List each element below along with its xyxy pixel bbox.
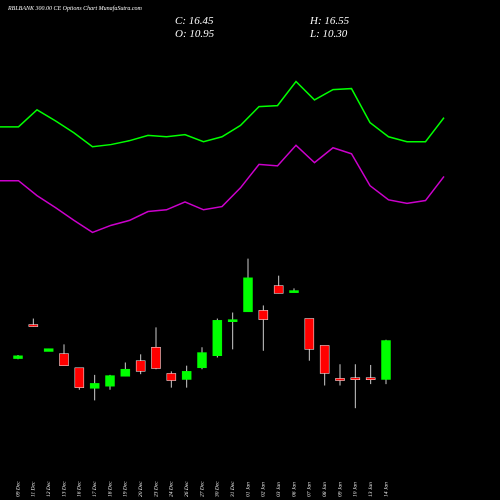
candle-body — [28, 324, 39, 327]
x-tick-label: 02 Jan — [261, 482, 267, 497]
candle-body — [212, 320, 223, 356]
x-tick-label: 01 Jan — [245, 482, 251, 497]
x-tick-label: 20 Dec — [138, 481, 144, 497]
candle-body — [381, 340, 391, 380]
x-tick-label: 10 Jan — [353, 482, 359, 497]
candle-body — [120, 368, 131, 377]
candle-body — [289, 290, 299, 293]
x-tick-label: 14 Jan — [382, 482, 389, 497]
x-tick-label: 09 Jan — [337, 482, 343, 497]
candle-body — [151, 346, 161, 369]
candle-body — [304, 318, 315, 350]
candle-body — [181, 371, 192, 380]
chart-title: RBLBANK 300.00 CE Options Chart MunafaSu… — [7, 5, 143, 12]
open-label: O: 10.95 — [175, 28, 215, 40]
candle-body — [319, 345, 330, 374]
x-tick-label: 30 Dec — [215, 481, 221, 498]
x-tick-label: 18 Dec — [107, 481, 113, 497]
x-tick-label: 08 Jan — [322, 482, 328, 497]
candle-body — [166, 373, 177, 381]
x-tick-label: 19 Dec — [123, 481, 129, 497]
close-label: C: 16.45 — [175, 15, 214, 27]
candle-body — [43, 348, 54, 352]
candle-body — [273, 285, 284, 294]
candle-body — [350, 377, 361, 380]
candle-body — [197, 352, 207, 369]
candle-body — [365, 377, 376, 380]
x-tick-label: 03 Jan — [276, 482, 282, 497]
x-tick-label: 24 Dec — [168, 481, 175, 497]
candle-body — [13, 355, 23, 359]
low-label: L: 10.30 — [309, 28, 348, 40]
overlay-line — [0, 144, 445, 234]
high-label: H: 16.55 — [309, 15, 350, 27]
candle-body — [59, 353, 69, 366]
x-tick-label: 23 Dec — [153, 481, 159, 497]
x-tick-label: 11 Dec — [31, 481, 37, 497]
candle-body — [227, 319, 238, 322]
x-tick-label: 27 Dec — [199, 481, 205, 497]
x-tick-label: 31 Dec — [230, 481, 236, 498]
x-tick-label: 26 Dec — [184, 481, 190, 497]
candle-body — [105, 375, 115, 387]
candle-body — [135, 360, 146, 372]
x-tick-label: 07 Jan — [307, 482, 313, 497]
candle-body — [243, 277, 253, 313]
x-tick-label: 16 Dec — [77, 481, 83, 497]
x-tick-label: 17 Dec — [92, 481, 98, 497]
candle-body — [74, 367, 85, 388]
overlay-line — [0, 80, 445, 148]
x-tick-label: 13 Jan — [368, 482, 374, 497]
x-tick-label: 09 Dec — [15, 481, 21, 497]
candle-body — [258, 310, 269, 320]
candle-body — [89, 383, 100, 389]
x-tick-label: 06 Jan — [291, 482, 297, 497]
candle-body — [335, 378, 345, 381]
x-tick-label: 13 Dec — [61, 481, 67, 497]
x-tick-label: 12 Dec — [46, 481, 52, 497]
